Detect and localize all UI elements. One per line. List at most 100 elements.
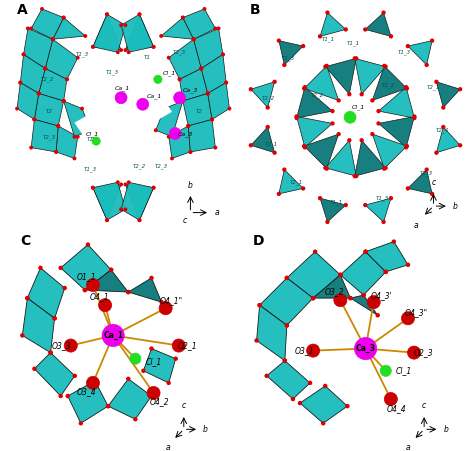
- Text: Cl_1: Cl_1: [396, 366, 412, 375]
- Text: Ca_1: Ca_1: [147, 93, 163, 99]
- Circle shape: [123, 48, 128, 52]
- Text: T2_2: T2_2: [133, 163, 146, 169]
- Circle shape: [116, 180, 120, 184]
- Circle shape: [53, 316, 57, 321]
- Circle shape: [152, 186, 155, 189]
- Polygon shape: [408, 170, 432, 194]
- Circle shape: [37, 92, 41, 95]
- Polygon shape: [188, 120, 215, 152]
- Circle shape: [285, 276, 289, 280]
- Circle shape: [105, 218, 109, 222]
- Circle shape: [159, 34, 163, 38]
- Circle shape: [224, 81, 228, 84]
- Polygon shape: [93, 14, 121, 50]
- Circle shape: [115, 92, 127, 104]
- Circle shape: [149, 394, 154, 398]
- Circle shape: [170, 156, 174, 161]
- Circle shape: [126, 290, 130, 294]
- Circle shape: [282, 63, 286, 67]
- Circle shape: [152, 186, 155, 189]
- Circle shape: [137, 12, 141, 16]
- Circle shape: [62, 16, 65, 19]
- Circle shape: [173, 356, 178, 361]
- Text: T2: T2: [196, 109, 202, 115]
- Text: T1_1: T1_1: [347, 41, 360, 46]
- Circle shape: [206, 92, 210, 95]
- Circle shape: [325, 64, 329, 68]
- Circle shape: [430, 38, 434, 43]
- Circle shape: [25, 296, 29, 300]
- Circle shape: [344, 28, 348, 32]
- Polygon shape: [325, 140, 356, 176]
- Circle shape: [285, 276, 289, 280]
- Circle shape: [133, 417, 137, 421]
- Polygon shape: [408, 41, 432, 65]
- Circle shape: [301, 186, 305, 191]
- Text: T2_3: T2_3: [419, 171, 432, 176]
- Circle shape: [56, 124, 60, 128]
- Circle shape: [318, 196, 322, 200]
- Polygon shape: [20, 55, 45, 93]
- Circle shape: [384, 392, 397, 405]
- Circle shape: [80, 106, 84, 110]
- Circle shape: [65, 78, 69, 81]
- Circle shape: [76, 135, 80, 139]
- Text: T1_3: T1_3: [376, 196, 389, 201]
- Circle shape: [32, 367, 36, 371]
- Circle shape: [91, 186, 95, 189]
- Circle shape: [380, 365, 392, 376]
- Circle shape: [430, 192, 434, 196]
- Polygon shape: [313, 275, 350, 298]
- Circle shape: [91, 186, 95, 189]
- Circle shape: [434, 80, 438, 84]
- Circle shape: [347, 138, 352, 143]
- Circle shape: [404, 145, 408, 150]
- Polygon shape: [53, 18, 85, 39]
- Polygon shape: [355, 140, 386, 176]
- Circle shape: [408, 346, 420, 359]
- Circle shape: [116, 51, 120, 54]
- Circle shape: [37, 92, 41, 95]
- Circle shape: [154, 75, 162, 83]
- Circle shape: [22, 52, 26, 56]
- Polygon shape: [201, 55, 226, 93]
- Circle shape: [149, 346, 154, 351]
- Circle shape: [76, 56, 80, 60]
- Circle shape: [401, 312, 415, 325]
- Text: a: a: [214, 208, 219, 217]
- Circle shape: [210, 117, 214, 121]
- Circle shape: [20, 333, 25, 338]
- Circle shape: [54, 150, 58, 154]
- Polygon shape: [31, 120, 58, 152]
- Circle shape: [348, 296, 353, 300]
- Circle shape: [383, 270, 388, 274]
- Polygon shape: [121, 182, 154, 220]
- Text: T1_1: T1_1: [86, 136, 100, 142]
- Circle shape: [181, 16, 185, 19]
- Circle shape: [283, 359, 287, 363]
- Circle shape: [441, 106, 446, 110]
- Circle shape: [54, 150, 58, 154]
- Circle shape: [302, 86, 306, 91]
- Circle shape: [323, 384, 328, 388]
- Text: Ca_3: Ca_3: [183, 88, 198, 93]
- Text: c: c: [422, 401, 426, 410]
- Polygon shape: [304, 66, 338, 101]
- Polygon shape: [320, 198, 346, 222]
- Circle shape: [48, 350, 53, 355]
- Polygon shape: [365, 13, 391, 37]
- Circle shape: [130, 353, 141, 364]
- Circle shape: [441, 125, 446, 129]
- Circle shape: [277, 38, 281, 43]
- Text: T2_1: T2_1: [264, 142, 278, 147]
- Circle shape: [311, 296, 315, 300]
- Circle shape: [359, 92, 364, 97]
- Circle shape: [58, 266, 63, 270]
- Circle shape: [294, 115, 299, 119]
- Circle shape: [361, 293, 366, 297]
- Polygon shape: [251, 82, 274, 107]
- Circle shape: [22, 52, 26, 56]
- Circle shape: [163, 106, 166, 110]
- Circle shape: [325, 10, 329, 15]
- Circle shape: [62, 99, 65, 103]
